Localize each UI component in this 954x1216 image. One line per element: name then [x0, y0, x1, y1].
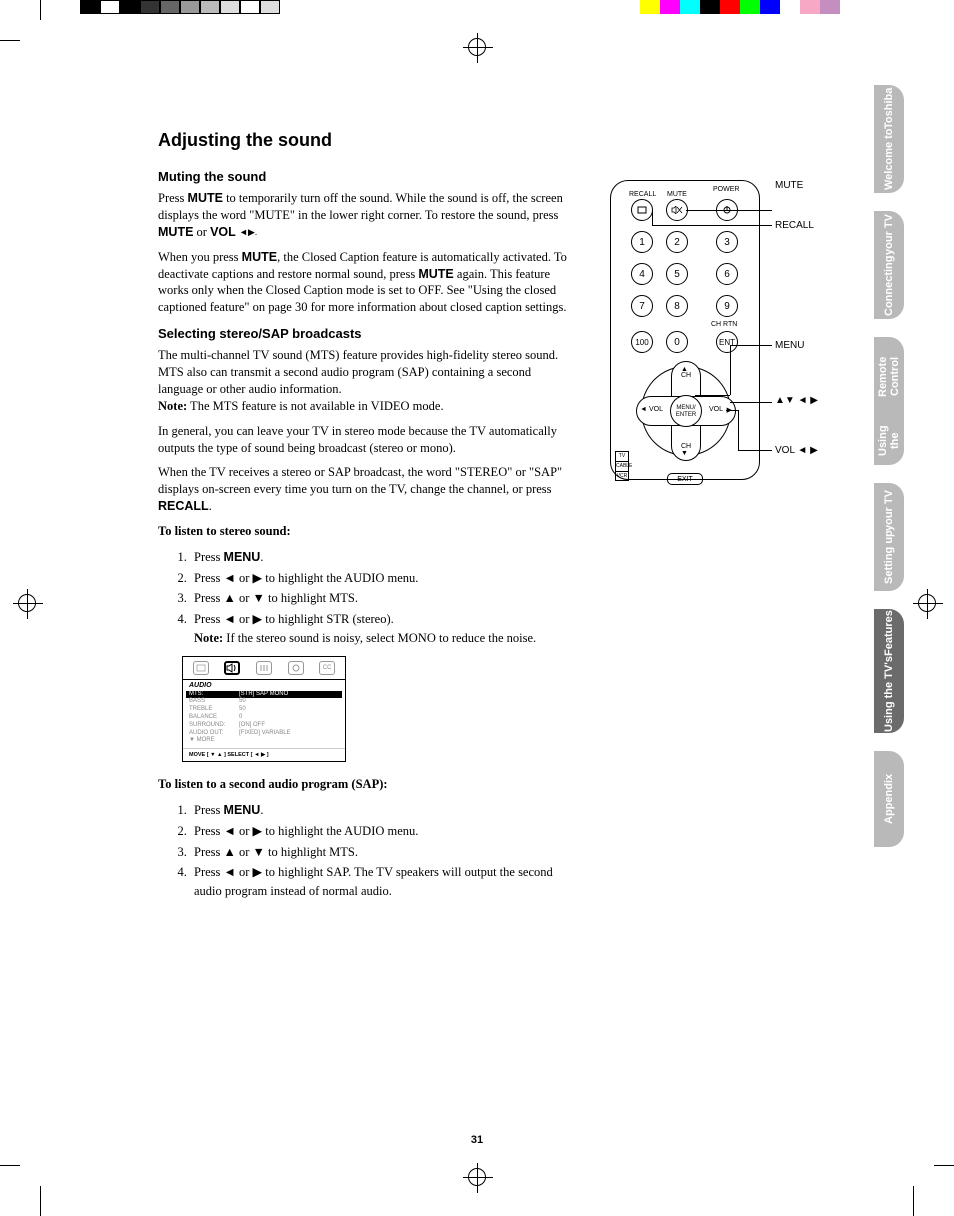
num-8-button: 8 — [666, 295, 688, 317]
chapter-tab: Setting upyour TV — [874, 483, 904, 591]
chapter-tabs: Welcome toToshiba Connectingyour TV Using … — [874, 85, 904, 865]
page-number: 31 — [0, 1134, 954, 1146]
chapter-tab: Appendix — [874, 751, 904, 847]
mode-switch: TVCABLEVCR — [615, 451, 629, 481]
menu-enter-button: MENU/ENTER — [670, 395, 702, 427]
paragraph: When you press MUTE, the Closed Caption … — [158, 249, 578, 317]
ent-button: ENT — [716, 331, 738, 353]
osd-menu-screenshot: CC AUDIO MTS:[STR] SAP MONOBASS50TREBLE5… — [182, 656, 346, 763]
osd-tab-icon — [256, 661, 272, 675]
osd-row: MTS:[STR] SAP MONO — [186, 691, 342, 699]
osd-tab-cc-icon: CC — [319, 661, 335, 675]
chapter-tab: Using the TV'sFeatures — [874, 609, 904, 733]
osd-tab-audio-icon — [224, 661, 240, 675]
registration-mark — [468, 38, 486, 56]
osd-row: AUDIO OUT:[FIXED] VARIABLE — [183, 730, 345, 738]
num-7-button: 7 — [631, 295, 653, 317]
num-2-button: 2 — [666, 231, 688, 253]
paragraph: When the TV receives a stereo or SAP bro… — [158, 464, 578, 515]
callout-arrows: ▲▼ ◄ ▶ — [775, 395, 818, 406]
osd-row: BASS50 — [183, 698, 345, 706]
osd-footer: MOVE [ ▼ ▲ ] SELECT [ ◄ ▶ ] — [183, 748, 345, 761]
num-6-button: 6 — [716, 263, 738, 285]
osd-rows: MTS:[STR] SAP MONOBASS50TREBLE50BALANCE0… — [183, 691, 345, 746]
num-100-button: 100 — [631, 331, 653, 353]
colorbar-left — [80, 0, 280, 14]
crop-mark — [20, 1156, 50, 1186]
num-3-button: 3 — [716, 231, 738, 253]
main-content: Adjusting the sound Muting the sound Pre… — [158, 130, 578, 903]
osd-row: TREBLE50 — [183, 706, 345, 714]
subheading: To listen to stereo sound: — [158, 523, 578, 540]
mute-button — [666, 199, 688, 221]
callout-vol: VOL ◄ ▶ — [775, 445, 818, 456]
num-5-button: 5 — [666, 263, 688, 285]
section-title: Muting the sound — [158, 169, 578, 184]
callout-recall: RECALL — [775, 220, 814, 231]
recall-button — [631, 199, 653, 221]
exit-button: EXIT — [667, 473, 703, 485]
num-4-button: 4 — [631, 263, 653, 285]
osd-tab-icon — [288, 661, 304, 675]
num-1-button: 1 — [631, 231, 653, 253]
colorbar-right — [640, 0, 840, 14]
steps-list: Press MENU. Press ◄ or ▶ to highlight th… — [190, 548, 578, 648]
registration-mark — [918, 594, 936, 612]
page-title: Adjusting the sound — [158, 130, 578, 151]
chapter-tab: Using theRemote Control — [874, 337, 904, 465]
osd-row: SURROUND:[ON] OFF — [183, 722, 345, 730]
paragraph: The multi-channel TV sound (MTS) feature… — [158, 347, 578, 415]
subheading: To listen to a second audio program (SAP… — [158, 776, 578, 793]
steps-list: Press MENU. Press ◄ or ▶ to highlight th… — [190, 801, 578, 901]
osd-tab-icon — [193, 661, 209, 675]
registration-mark — [468, 1168, 486, 1186]
osd-row: BALANCE0 — [183, 714, 345, 722]
crop-mark — [904, 1156, 934, 1186]
callout-mute: MUTE — [775, 180, 803, 191]
chapter-tab: Welcome toToshiba — [874, 85, 904, 193]
callout-menu: MENU — [775, 340, 804, 351]
section-title: Selecting stereo/SAP broadcasts — [158, 326, 578, 341]
paragraph: In general, you can leave your TV in ste… — [158, 423, 578, 457]
chapter-tab: Connectingyour TV — [874, 211, 904, 319]
crop-mark — [20, 20, 50, 50]
dpad: MENU/ENTER ▲ CH CH ▼ ◄ VOL VOL ▶ — [641, 366, 731, 456]
paragraph: Press MUTE to temporarily turn off the s… — [158, 190, 578, 241]
registration-mark — [18, 594, 36, 612]
num-0-button: 0 — [666, 331, 688, 353]
osd-row: ▼ MORE — [183, 737, 345, 745]
osd-title: AUDIO — [183, 680, 345, 691]
num-9-button: 9 — [716, 295, 738, 317]
remote-diagram: RECALL MUTE POWER 1234567891000 CH RTN E… — [600, 170, 830, 490]
